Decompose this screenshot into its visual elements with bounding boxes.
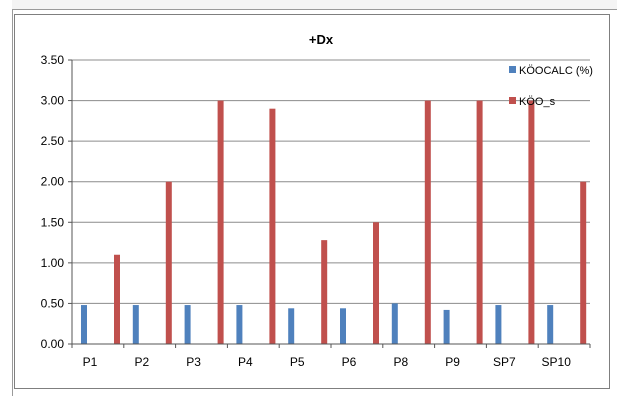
bar-kooc-p9 (443, 309, 450, 344)
y-tick-label: 2.00 (41, 175, 65, 189)
x-tick-label: SP7 (493, 355, 516, 369)
legend-label: KÖO_s (519, 96, 556, 108)
y-tick-label: 1.00 (41, 256, 65, 270)
legend: KÖOCALC (%) KÖO_s (509, 65, 593, 108)
bar-koos-p2 (165, 181, 172, 344)
x-tick-label: P9 (445, 355, 460, 369)
axes: 0.00 0.50 1.00 1.50 2.00 2.50 3.00 3.50 P1 P2 P3 P4… (41, 53, 591, 369)
bar-koos-sp7 (528, 100, 535, 344)
x-tick-label: SP10 (542, 355, 572, 369)
row-header-gutter (0, 0, 13, 396)
bar-kooc-p3 (184, 305, 191, 344)
x-tick-label: P5 (290, 355, 305, 369)
chart-title: +Dx (309, 32, 334, 47)
bar-koos-p9 (476, 100, 483, 344)
bar-kooc-p4 (236, 305, 243, 344)
y-tick-label: 0.00 (41, 337, 65, 351)
x-tick-label: P4 (238, 355, 253, 369)
x-tick-label: P6 (342, 355, 357, 369)
x-tick-label: P2 (134, 355, 149, 369)
bar-koos-p6 (373, 222, 379, 344)
bar-koos-p1 (114, 254, 120, 344)
bar-kooc-p6 (340, 308, 346, 344)
bar-series (81, 100, 587, 344)
column-header-strip (12, 0, 617, 10)
y-tick-label: 1.50 (41, 215, 65, 229)
legend-swatch (509, 66, 516, 73)
bar-koos-p3 (217, 100, 224, 344)
bar-kooc-sp10 (547, 305, 554, 344)
gridlines (72, 59, 590, 345)
x-tick-label: P1 (83, 355, 98, 369)
y-tick-label: 0.50 (41, 296, 65, 310)
bar-kooc-p2 (132, 305, 139, 344)
y-tick-label: 2.50 (41, 134, 65, 148)
y-tick-label: 3.50 (41, 53, 65, 67)
legend-label: KÖOCALC (%) (519, 65, 593, 77)
bar-koos-p8 (424, 100, 431, 344)
bar-kooc-p5 (288, 308, 295, 344)
bar-kooc-p8 (391, 303, 398, 344)
bar-koos-p4 (269, 108, 276, 344)
y-tick-label: 3.00 (41, 94, 65, 108)
chart-object[interactable] (14, 14, 610, 389)
x-tick-label: P3 (186, 355, 201, 369)
legend-swatch (509, 97, 516, 104)
bar-kooc-p1 (81, 305, 87, 344)
x-tick-label: P8 (393, 355, 408, 369)
bar-koos-p5 (321, 240, 328, 344)
bar-koos-sp10 (580, 181, 587, 344)
bar-kooc-sp7 (495, 305, 502, 344)
